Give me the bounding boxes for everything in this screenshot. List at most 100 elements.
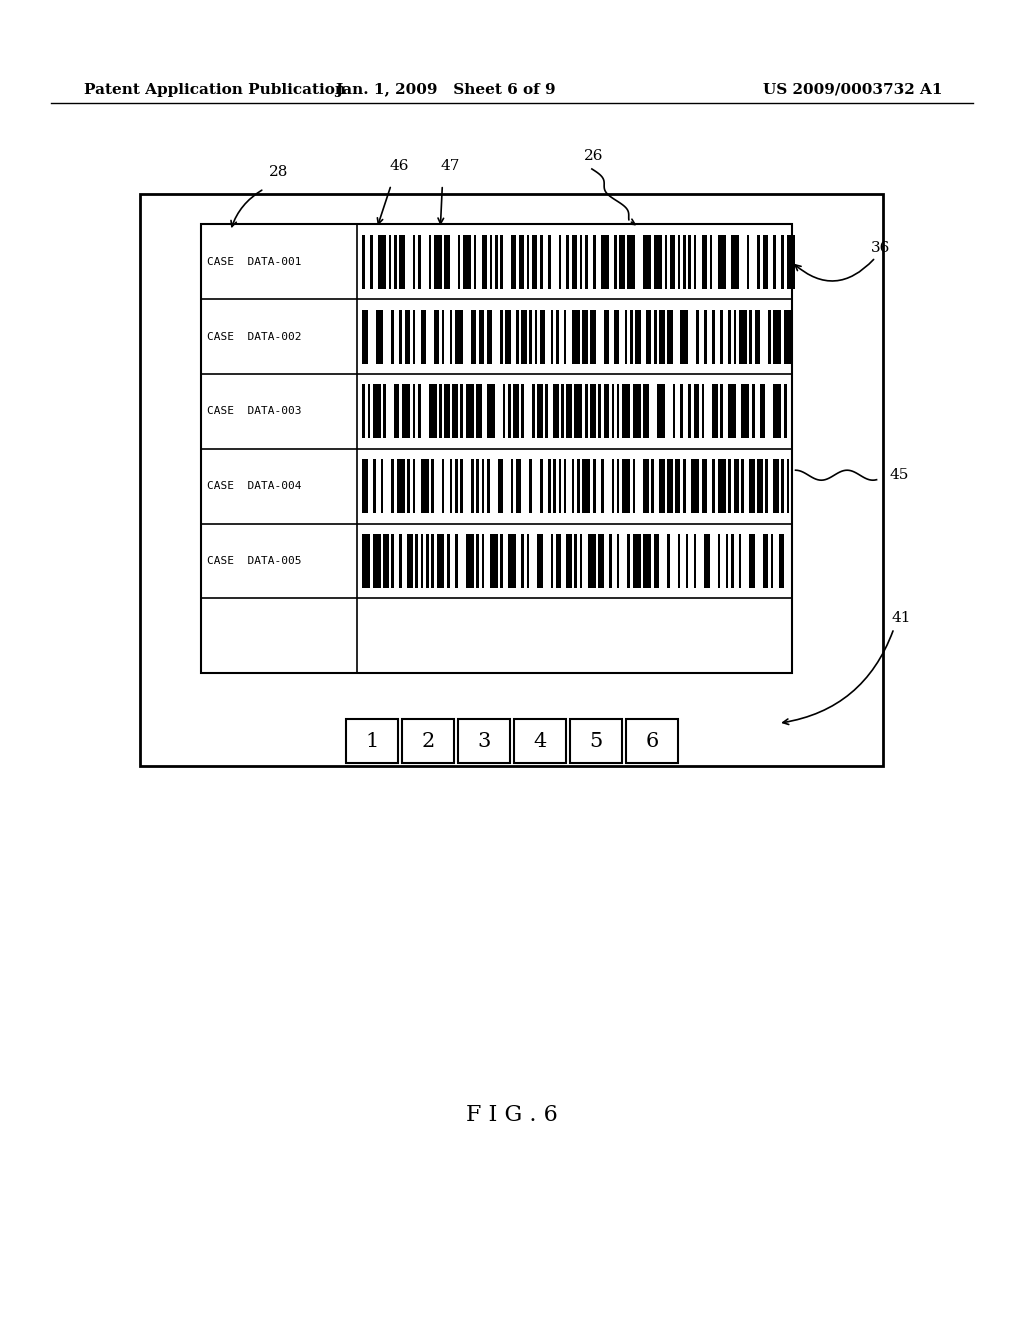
Text: 3: 3 — [477, 731, 490, 751]
Bar — [434, 235, 441, 289]
Bar — [532, 235, 538, 289]
Text: 36: 36 — [871, 242, 890, 255]
Bar — [508, 384, 511, 438]
Bar — [471, 459, 474, 513]
Bar — [633, 459, 636, 513]
Bar — [574, 384, 583, 438]
Bar — [713, 384, 718, 438]
Bar — [362, 535, 371, 587]
Bar — [598, 384, 601, 438]
Bar — [656, 384, 665, 438]
Bar — [461, 384, 463, 438]
Bar — [616, 459, 620, 513]
Bar — [362, 310, 368, 363]
Bar — [521, 384, 524, 438]
Bar — [571, 459, 574, 513]
Bar — [731, 235, 739, 289]
Bar — [532, 384, 535, 438]
Bar — [529, 310, 532, 363]
Bar — [404, 310, 410, 363]
Bar — [389, 235, 391, 289]
Bar — [413, 459, 416, 513]
Bar — [461, 459, 463, 513]
Bar — [553, 459, 556, 513]
Bar — [585, 384, 588, 438]
Bar — [643, 535, 651, 587]
Bar — [654, 310, 656, 363]
Bar — [399, 310, 402, 363]
Bar — [521, 535, 524, 587]
Bar — [588, 535, 596, 587]
Bar — [447, 535, 450, 587]
Bar — [444, 384, 450, 438]
Bar — [373, 384, 381, 438]
Bar — [538, 535, 543, 587]
Text: 6: 6 — [645, 731, 658, 751]
Bar — [418, 384, 421, 438]
Bar — [733, 459, 739, 513]
Text: Jan. 1, 2009   Sheet 6 of 9: Jan. 1, 2009 Sheet 6 of 9 — [335, 83, 556, 96]
Bar — [693, 235, 696, 289]
Bar — [558, 235, 561, 289]
Bar — [688, 235, 691, 289]
Bar — [741, 384, 750, 438]
Bar — [481, 459, 484, 513]
Bar — [713, 459, 715, 513]
Bar — [540, 459, 543, 513]
Bar — [654, 535, 659, 587]
Bar — [571, 310, 580, 363]
Bar — [659, 310, 665, 363]
Bar — [611, 384, 614, 438]
Bar — [673, 384, 675, 438]
Bar — [538, 384, 543, 438]
Bar — [566, 235, 569, 289]
Bar — [763, 535, 768, 587]
Bar — [678, 235, 681, 289]
Bar — [705, 535, 710, 587]
Bar — [373, 459, 376, 513]
Bar — [609, 535, 611, 587]
Bar — [786, 235, 795, 289]
Bar — [474, 235, 476, 289]
Bar — [513, 384, 519, 438]
Bar — [601, 235, 609, 289]
Bar — [728, 310, 731, 363]
Bar — [384, 535, 389, 587]
Bar — [362, 384, 365, 438]
Bar — [786, 459, 790, 513]
Bar — [551, 535, 553, 587]
Bar — [479, 310, 484, 363]
Bar — [626, 719, 678, 763]
Bar — [561, 384, 564, 438]
Bar — [598, 535, 603, 587]
Bar — [391, 535, 394, 587]
Bar — [668, 459, 673, 513]
Bar — [455, 535, 458, 587]
Bar — [514, 719, 566, 763]
Bar — [628, 235, 636, 289]
Bar — [570, 719, 622, 763]
Bar — [500, 235, 503, 289]
Bar — [726, 535, 728, 587]
Bar — [444, 235, 450, 289]
Text: Patent Application Publication: Patent Application Publication — [84, 83, 346, 96]
Bar — [503, 384, 506, 438]
Bar — [603, 310, 609, 363]
Bar — [583, 459, 590, 513]
Bar — [758, 459, 763, 513]
Bar — [455, 310, 463, 363]
Bar — [441, 310, 444, 363]
Bar — [784, 310, 792, 363]
Bar — [643, 459, 648, 513]
Bar — [646, 310, 651, 363]
Bar — [701, 235, 707, 289]
Bar — [630, 310, 633, 363]
Bar — [633, 384, 641, 438]
Bar — [476, 535, 479, 587]
Bar — [683, 459, 686, 513]
Bar — [583, 310, 588, 363]
Bar — [750, 459, 755, 513]
Bar — [681, 310, 688, 363]
Text: CASE  DATA-001: CASE DATA-001 — [207, 257, 301, 267]
Bar — [643, 235, 651, 289]
